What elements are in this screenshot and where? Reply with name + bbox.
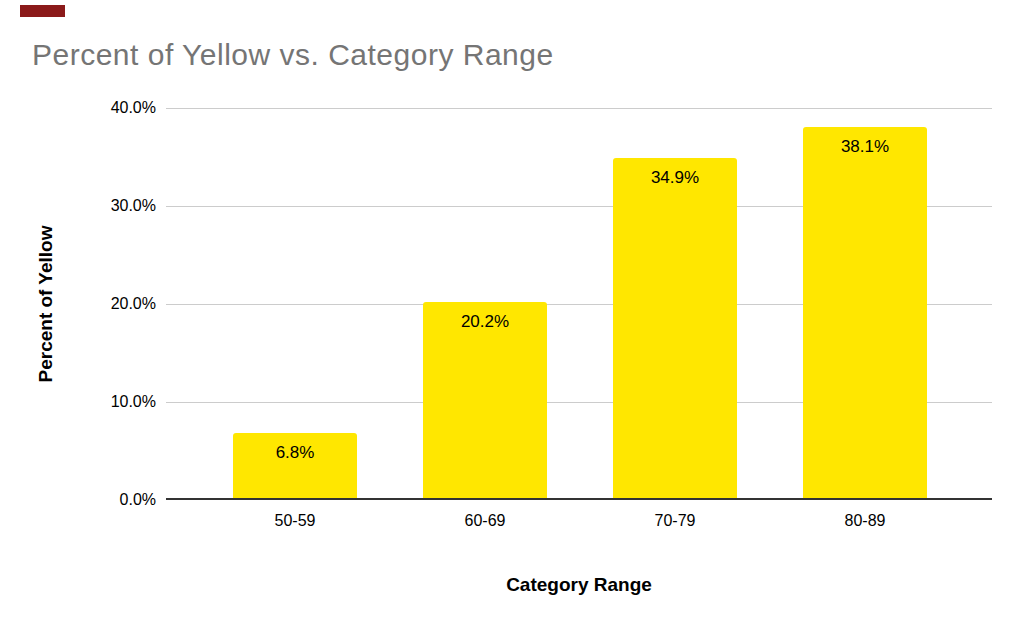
x-axis-line [166,498,992,500]
gridline [166,108,992,109]
bar-value-label: 38.1% [803,137,927,157]
y-tick-label: 30.0% [56,196,156,216]
x-tick-label: 60-69 [415,511,555,531]
x-tick-label: 80-89 [795,511,935,531]
corner-marker [20,5,65,17]
x-tick-label: 50-59 [225,511,365,531]
bar-80-89 [803,127,927,500]
bar-value-label: 34.9% [613,168,737,188]
y-tick-label: 40.0% [56,98,156,118]
y-tick-label: 10.0% [56,392,156,412]
y-tick-label: 0.0% [56,490,156,510]
bar-70-79 [613,158,737,500]
y-tick-label: 20.0% [56,294,156,314]
x-axis-title: Category Range [506,574,652,596]
y-axis-title: Percent of Yellow [35,226,57,383]
bar-value-label: 20.2% [423,312,547,332]
x-tick-label: 70-79 [605,511,745,531]
chart-canvas: Percent of Yellow vs. Category Range 40.… [0,0,1024,633]
chart-title: Percent of Yellow vs. Category Range [32,38,554,72]
bar-value-label: 6.8% [233,443,357,463]
